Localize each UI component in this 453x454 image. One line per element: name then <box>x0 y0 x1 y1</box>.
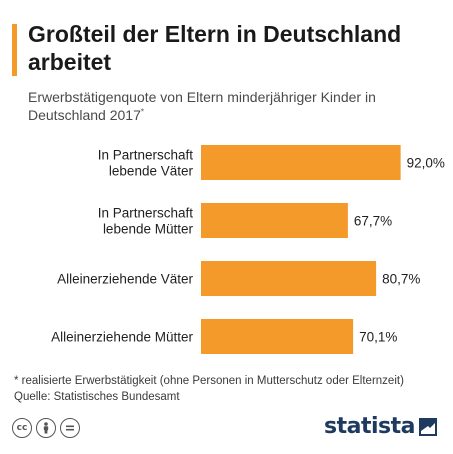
chart-subtitle-text: Erwerbstätigenquote von Eltern minderjäh… <box>28 89 376 123</box>
chart-title: Großteil der Eltern in Deutschland arbei… <box>28 21 402 75</box>
by-icon[interactable] <box>36 418 56 438</box>
bar <box>201 319 354 354</box>
bar-chart: In Partnerschaft lebende Väter 92,0% In Par… <box>51 145 445 354</box>
statista-logo[interactable]: statista <box>324 414 437 439</box>
footer: cc statista <box>0 414 453 448</box>
value-label: 80,7% <box>382 272 420 287</box>
footnote-note: * realisierte Erwerbstätigkeit (ohne Per… <box>14 375 404 387</box>
person-icon <box>43 422 49 434</box>
value-label: 70,1% <box>359 330 397 345</box>
chart-subtitle: Erwerbstätigenquote von Eltern minderjäh… <box>28 88 443 124</box>
category-label: Alleinerziehende Väter <box>57 272 193 287</box>
value-label: 67,7% <box>354 214 392 229</box>
equals-icon <box>66 425 74 431</box>
brand-name: statista <box>324 414 415 439</box>
nd-icon[interactable] <box>60 418 80 438</box>
bar <box>201 261 377 296</box>
license-icons: cc <box>12 418 80 438</box>
footnote-block: * realisierte Erwerbstätigkeit (ohne Per… <box>14 373 444 405</box>
subtitle-footnote-marker: * <box>140 107 144 117</box>
cc-icon[interactable]: cc <box>12 418 32 438</box>
bar <box>201 203 348 238</box>
value-label: 92,0% <box>407 156 445 171</box>
category-label: In Partnerschaft lebende Väter <box>98 148 194 179</box>
category-label: Alleinerziehende Mütter <box>51 330 193 345</box>
category-label: In Partnerschaft lebende Mütter <box>98 206 194 237</box>
title-accent-bar <box>12 24 17 76</box>
statista-logo-icon <box>418 417 437 436</box>
bar <box>201 145 401 180</box>
source-note: Quelle: Statistisches Bundesamt <box>14 391 180 403</box>
